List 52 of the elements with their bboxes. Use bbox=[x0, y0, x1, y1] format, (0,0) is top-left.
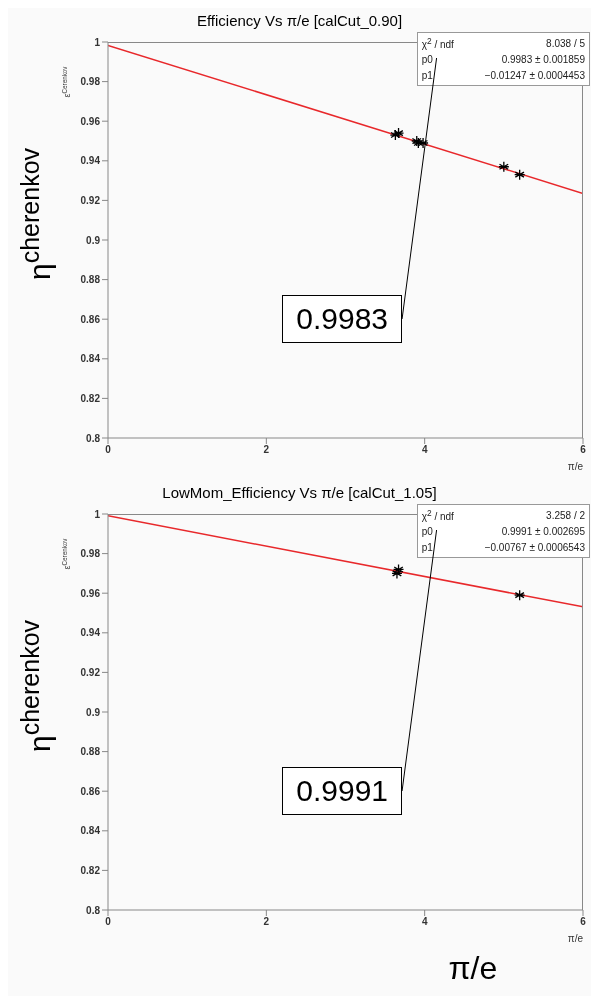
annotation: p0 bbox=[421, 53, 433, 65]
chart-title: Efficiency Vs π/e [calCut_0.90] bbox=[196, 12, 403, 29]
y-tick-label: 0.92 bbox=[80, 194, 101, 206]
x-axis-title: π/e bbox=[567, 461, 584, 472]
annotation: p1 bbox=[421, 541, 433, 553]
y-tick-label: 0.88 bbox=[80, 746, 101, 758]
annotation: 0.9983 ± 0.001859 bbox=[501, 53, 585, 65]
y-tick-label: 0.82 bbox=[80, 864, 101, 876]
y-tick-label: 0.96 bbox=[80, 587, 101, 599]
y-tick-label: 0.9 bbox=[86, 234, 101, 246]
point bbox=[514, 589, 526, 601]
y-tick-label: 0.84 bbox=[80, 825, 101, 837]
annotation: 0.9983 bbox=[296, 302, 389, 337]
x-tick-label: 2 bbox=[263, 444, 270, 456]
y-tick-label: 0.98 bbox=[80, 548, 101, 560]
point bbox=[514, 169, 526, 181]
x-tick-label: 0 bbox=[105, 916, 112, 928]
x-axis-title: π/e bbox=[567, 933, 584, 944]
y-tick-label: 1 bbox=[94, 36, 101, 48]
y-tick-label: 0.86 bbox=[80, 313, 101, 325]
x-tick-label: 4 bbox=[421, 916, 428, 928]
y-tick-label: 0.86 bbox=[80, 785, 101, 797]
y-tick-label: 0.8 bbox=[86, 432, 101, 444]
annotation: 0.9991 ± 0.002695 bbox=[501, 525, 585, 537]
x-tick-label: 6 bbox=[580, 916, 587, 928]
x-tick-label: 4 bbox=[421, 444, 428, 456]
y-tick-label: 0.98 bbox=[80, 76, 101, 88]
x-tick-label: 0 bbox=[105, 444, 112, 456]
annotation: χ$^{2}$ / ndf bbox=[421, 35, 454, 51]
y-tick-label: 0.94 bbox=[80, 627, 101, 639]
text: π/e bbox=[448, 950, 498, 986]
chart-title: LowMom_Efficiency Vs π/e [calCut_1.05] bbox=[162, 484, 437, 501]
x-tick-label: 6 bbox=[580, 444, 587, 456]
y-tick-label: 0.88 bbox=[80, 274, 101, 286]
y-tick-label: 0.9 bbox=[86, 706, 101, 718]
annotation: p1 bbox=[421, 69, 433, 81]
annotation: −0.00767 ± 0.0006543 bbox=[484, 541, 585, 553]
y-tick-label: 0.82 bbox=[80, 392, 101, 404]
annotation: 3.258 / 2 bbox=[546, 509, 585, 521]
annotation: p0 bbox=[421, 525, 433, 537]
y-tick-label: 0.92 bbox=[80, 666, 101, 678]
annotation: 0.9991 bbox=[296, 774, 389, 809]
annotation: 8.038 / 5 bbox=[546, 37, 585, 49]
y-tick-label: 0.84 bbox=[80, 353, 101, 365]
annotation: −0.01247 ± 0.0004453 bbox=[484, 69, 585, 81]
y-tick-label: 0.96 bbox=[80, 115, 101, 127]
point bbox=[498, 161, 510, 173]
y-tick-label: 0.94 bbox=[80, 155, 101, 167]
annotation: χ$^{2}$ / ndf bbox=[421, 507, 454, 523]
y-tick-label: 0.8 bbox=[86, 904, 101, 916]
x-tick-label: 2 bbox=[263, 916, 270, 928]
y-tick-label: 1 bbox=[94, 508, 101, 520]
